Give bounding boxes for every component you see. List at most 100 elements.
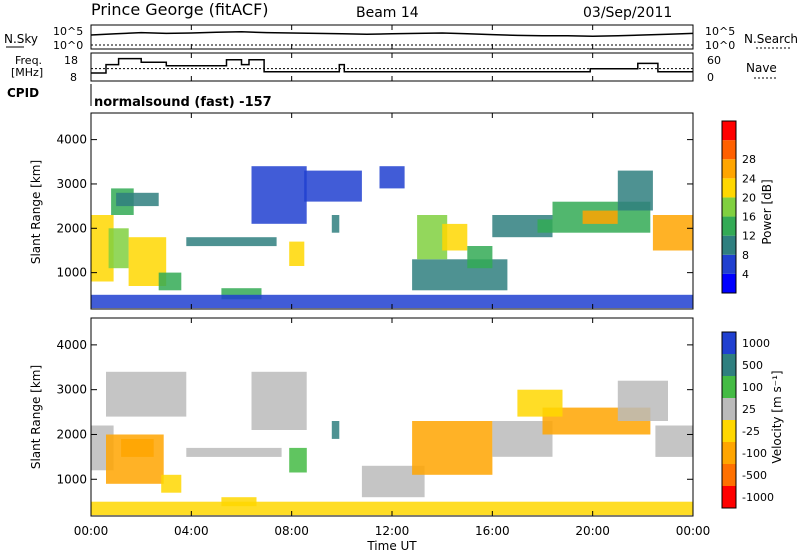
nsky-line — [90, 31, 694, 37]
heatmap-region — [331, 421, 340, 439]
x-tick-label: 04:00 — [174, 524, 209, 538]
heatmap-region — [652, 215, 693, 251]
heatmap-region — [492, 421, 553, 457]
colorbar-frame — [721, 120, 737, 294]
y-tick-label: 4000 — [56, 338, 87, 352]
colorbar-swatch — [722, 442, 736, 464]
power-colorbar: 4 8 12 16 20 24 28 — [721, 120, 756, 294]
colorbar-swatch — [722, 121, 736, 141]
x-tick-label: 16:00 — [475, 524, 510, 538]
nsky-panel: N.Sky 10^5 10^0 10^5 10^0 N.Search — [4, 24, 798, 52]
colorbar-swatch — [722, 235, 736, 255]
heatmap-region — [221, 288, 262, 300]
cpid-label: CPID — [7, 86, 39, 100]
y-tick-label: 3000 — [56, 177, 87, 191]
heatmap-region — [582, 210, 618, 224]
colorbar-swatch — [722, 216, 736, 236]
freq-tick-top: 18 — [64, 54, 78, 67]
velocity-ylabel: Slant Range [km] — [29, 365, 43, 469]
colorbar-tick-label: 25 — [742, 403, 756, 416]
beam-title: Beam 14 — [356, 5, 419, 21]
heatmap-region — [467, 246, 493, 269]
colorbar-swatch — [722, 376, 736, 398]
heatmap-region — [617, 170, 653, 211]
colorbar-swatch — [722, 140, 736, 160]
nave-tick-bottom: 0 — [707, 71, 714, 84]
heatmap-region — [537, 219, 553, 233]
freq-tick-bottom: 8 — [70, 71, 77, 84]
colorbar-tick-label: -100 — [742, 447, 767, 460]
heatmap-region — [492, 215, 553, 238]
heatmap-region — [417, 215, 448, 260]
heatmap-region — [289, 241, 305, 266]
y-tick-label: 4000 — [56, 133, 87, 147]
colorbar-tick-label: 16 — [742, 211, 756, 224]
y-tick-label: 2000 — [56, 221, 87, 235]
power-ylabel: Slant Range [km] — [29, 160, 43, 264]
nsearch-label: N.Search — [744, 32, 798, 46]
freq-panel: Freq. [MHz] 18 8 60 0 Nave — [11, 52, 777, 84]
freq-line — [91, 57, 693, 74]
heatmap-region — [331, 215, 340, 233]
colorbar-tick-label: 24 — [742, 172, 756, 185]
heatmap-region — [106, 371, 187, 417]
y-tick-label: 2000 — [56, 427, 87, 441]
colorbar-tick-label: 1000 — [742, 337, 770, 350]
nave-label: Nave — [746, 61, 777, 75]
nsky-series — [90, 31, 694, 46]
heatmap-region — [121, 439, 154, 457]
heatmap-region — [379, 166, 405, 189]
x-axis-ticks: 00:00 04:00 08:00 12:00 16:00 20:00 00:00 — [74, 25, 710, 538]
heatmap-region — [91, 294, 693, 309]
colorbar-swatch — [722, 464, 736, 486]
heatmap-region — [251, 371, 307, 430]
y-tick-label: 1000 — [56, 266, 87, 280]
colorbar-swatch — [722, 354, 736, 376]
velocity-heatmap — [91, 371, 693, 516]
colorbar-tick-label: 100 — [742, 381, 763, 394]
date-title: 03/Sep/2011 — [583, 5, 672, 21]
heatmap-region — [442, 223, 468, 251]
x-tick-label: 12:00 — [375, 524, 410, 538]
colorbar-tick-label: 500 — [742, 359, 763, 372]
heatmap-region — [412, 259, 508, 291]
y-tick-label: 1000 — [56, 472, 87, 486]
power-y-ticks: 1000 2000 3000 4000 — [56, 133, 693, 280]
freq-unit-label: [MHz] — [11, 66, 43, 79]
colorbar-tick-label: 20 — [742, 191, 756, 204]
heatmap-region — [91, 215, 114, 282]
colorbar-frame — [721, 331, 737, 509]
y-tick-label: 3000 — [56, 383, 87, 397]
velocity-y-ticks: 1000 2000 3000 4000 — [56, 338, 693, 486]
colorbar-swatch — [722, 178, 736, 198]
heatmap-region — [412, 421, 493, 475]
heatmap-region — [158, 272, 182, 291]
heatmap-region — [116, 192, 159, 207]
heatmap-region — [617, 380, 668, 421]
colorbar-tick-label: -500 — [742, 469, 767, 482]
heatmap-region — [186, 447, 282, 457]
cpid-text: normalsound (fast) -157 — [94, 95, 272, 110]
heatmap-region — [108, 228, 129, 269]
nsky-tick-top: 10^5 — [53, 25, 83, 38]
heatmap-region — [186, 237, 277, 247]
x-tick-label: 08:00 — [274, 524, 309, 538]
velocity-colorbar: 1000 500 100 25 -25 -100 -500 -1000 — [721, 331, 774, 509]
heatmap-region — [655, 425, 693, 457]
nave-tick-top: 60 — [707, 54, 721, 67]
velocity-colorbar-label: Velocity [m s⁻¹] — [770, 370, 784, 463]
colorbar-swatch — [722, 197, 736, 217]
colorbar-tick-label: 4 — [742, 268, 749, 281]
colorbar-swatch — [722, 486, 736, 508]
heatmap-region — [304, 170, 362, 202]
nsearch-tick-bottom: 10^0 — [705, 39, 735, 52]
colorbar-swatch — [722, 273, 736, 293]
colorbar-tick-label: 28 — [742, 153, 756, 166]
x-axis-title: Time UT — [366, 539, 417, 553]
colorbar-swatch — [722, 159, 736, 179]
heatmap-region — [251, 166, 307, 224]
nsearch-tick-top: 10^5 — [705, 25, 735, 38]
colorbar-swatch — [722, 254, 736, 274]
colorbar-tick-label: 8 — [742, 249, 749, 262]
